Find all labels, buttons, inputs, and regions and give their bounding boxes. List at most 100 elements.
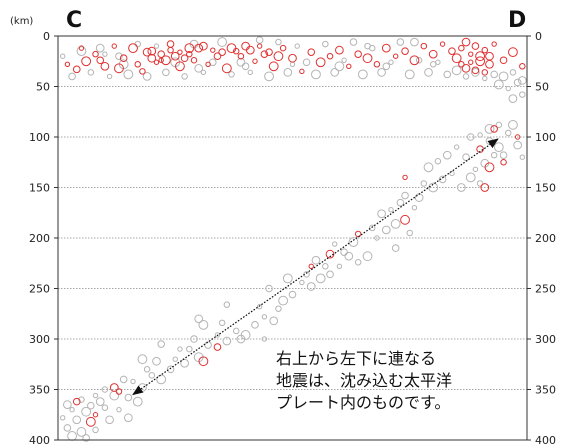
quake-point-gray <box>76 46 87 57</box>
quake-point-gray <box>294 43 300 49</box>
quake-point-gray <box>177 346 183 352</box>
quake-point-red <box>299 68 305 75</box>
quake-point-gray <box>87 401 95 410</box>
quake-point-gray <box>311 255 321 265</box>
quake-point-gray <box>508 94 518 103</box>
quake-point-gray <box>482 75 488 82</box>
quake-point-red <box>111 43 117 49</box>
quake-point-red <box>166 40 175 48</box>
quake-point-red <box>428 49 438 59</box>
quake-point-gray <box>283 68 293 77</box>
quake-point-gray <box>354 258 362 266</box>
tick-label-right: 150 <box>535 182 556 195</box>
quake-point-red <box>160 55 171 66</box>
quake-point-gray <box>443 70 452 79</box>
quake-point-red <box>448 47 456 55</box>
quake-point-gray <box>153 43 160 49</box>
annotation-text: 右上から左下に連なる 地震は、沈み込む太平洋 プレート内のものです。 <box>276 348 526 414</box>
slab-arrow <box>132 138 499 396</box>
quake-point-gray <box>388 59 394 65</box>
quake-point-gray <box>326 270 334 279</box>
quake-point-gray <box>59 53 66 59</box>
quake-point-gray <box>344 251 354 261</box>
tick-label-left: 150 <box>29 182 50 195</box>
quake-point-red <box>468 59 474 65</box>
quake-point-gray <box>471 68 480 77</box>
quake-point-red <box>381 43 391 53</box>
quake-point-red <box>373 61 381 68</box>
tick-label-left: 400 <box>29 434 50 447</box>
quake-point-red <box>481 69 489 76</box>
quake-point-red <box>170 51 180 61</box>
quake-point-gray <box>442 150 452 160</box>
quake-point-gray <box>63 424 72 432</box>
quake-point-gray <box>462 73 470 80</box>
quake-point-red <box>458 44 465 52</box>
quake-point-red <box>490 125 498 133</box>
quake-point-gray <box>264 71 274 82</box>
quake-point-red <box>190 56 198 64</box>
quake-point-gray <box>76 427 87 437</box>
quake-point-red <box>420 42 428 50</box>
quake-point-gray <box>334 61 345 72</box>
quake-point-gray <box>162 68 170 77</box>
quake-point-red <box>475 56 486 67</box>
quake-point-gray <box>505 85 511 92</box>
quake-point-red <box>186 50 193 58</box>
quake-point-red <box>184 43 195 54</box>
quake-point-gray <box>63 400 72 409</box>
quake-point-gray <box>282 273 293 284</box>
quake-point-gray <box>247 69 253 76</box>
quake-point-gray <box>119 375 128 384</box>
quake-point-red <box>468 51 474 57</box>
quake-point-gray <box>72 415 82 425</box>
quake-point-red <box>461 37 471 47</box>
quake-point-red <box>475 51 486 62</box>
quake-point-red <box>237 52 245 60</box>
quake-point-red <box>273 51 284 62</box>
quake-point-red <box>157 50 165 58</box>
quake-point-gray <box>241 62 250 71</box>
quake-point-red <box>256 43 263 49</box>
tick-label-right: 350 <box>535 384 556 397</box>
quake-point-gray <box>332 241 338 247</box>
quake-point-red <box>134 61 141 68</box>
gridlines <box>58 86 527 390</box>
quake-point-gray <box>218 319 226 327</box>
annotation-line-1: 右上から左下に連なる <box>276 349 437 368</box>
quake-point-gray <box>92 426 99 434</box>
quake-point-gray <box>499 151 508 159</box>
quake-point-red <box>142 47 152 57</box>
quake-point-red <box>514 134 521 140</box>
quake-point-gray <box>200 69 207 76</box>
quake-point-gray <box>311 69 321 80</box>
quake-point-gray <box>288 290 297 299</box>
quake-point-red <box>158 57 164 63</box>
quake-point-gray <box>465 172 476 183</box>
quake-point-red <box>226 43 237 54</box>
annotation-line-3: プレート内のものです。 <box>276 393 451 412</box>
quake-point-gray <box>493 79 504 90</box>
quake-point-gray <box>513 140 522 150</box>
quake-point-red <box>115 388 123 395</box>
quake-point-gray <box>322 263 329 270</box>
tick-label-right: 250 <box>535 283 556 296</box>
quake-point-red <box>128 43 138 54</box>
quake-point-gray <box>142 72 152 81</box>
quake-point-gray <box>223 301 231 308</box>
quake-point-gray <box>420 180 428 187</box>
quake-point-gray <box>396 38 405 46</box>
quake-point-gray <box>396 198 405 207</box>
double-arrow <box>132 138 499 396</box>
quake-point-red <box>78 45 85 51</box>
section-end-label-left: C <box>66 8 82 33</box>
quake-point-red <box>402 174 408 181</box>
quake-point-gray <box>377 209 386 219</box>
tick-label-left: 100 <box>29 131 50 144</box>
quake-point-gray <box>255 36 264 44</box>
quake-point-gray <box>406 229 413 237</box>
quake-point-gray <box>82 434 90 442</box>
quake-point-red <box>471 66 480 75</box>
quake-point-gray <box>130 378 136 385</box>
quake-point-gray <box>157 340 165 348</box>
